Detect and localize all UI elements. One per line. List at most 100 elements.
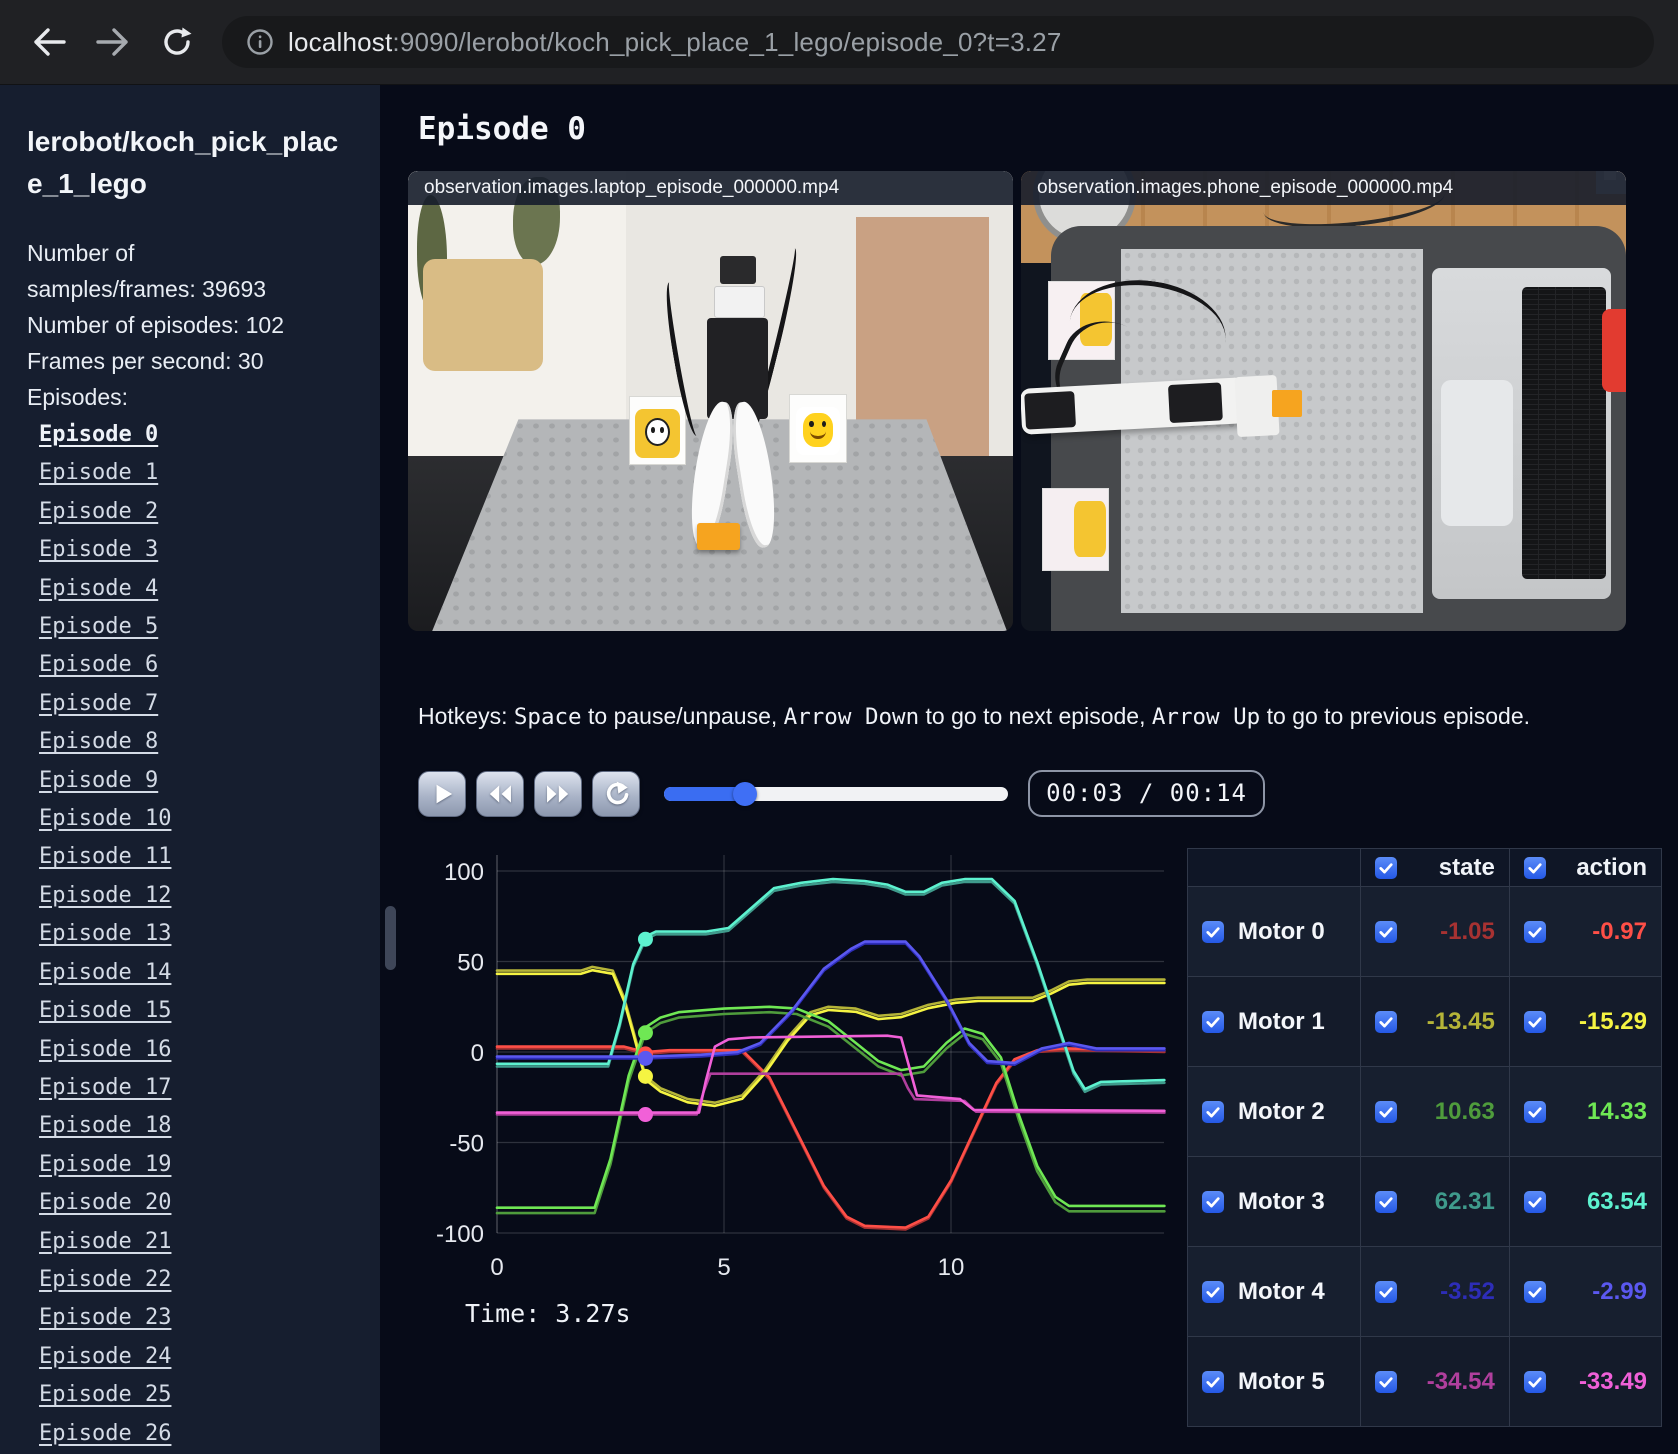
motor-name-cell: Motor 4 — [1187, 1246, 1361, 1337]
sidebar-episode-link[interactable]: Episode 10 — [39, 806, 172, 832]
action-value: -0.97 — [1592, 917, 1647, 945]
sidebar-episode-link[interactable]: Episode 20 — [39, 1190, 172, 1216]
sidebar-episode-link[interactable]: Episode 9 — [39, 767, 159, 793]
sidebar-episode-link[interactable]: Episode 21 — [39, 1228, 172, 1254]
sidebar-episode-link[interactable]: Episode 14 — [39, 959, 172, 985]
checkbox[interactable] — [1374, 920, 1397, 943]
checkbox[interactable] — [1523, 1370, 1546, 1393]
seek-slider-thumb[interactable] — [732, 781, 757, 806]
checkbox[interactable] — [1523, 1100, 1546, 1123]
checkbox[interactable] — [1202, 920, 1224, 943]
checkbox[interactable] — [1523, 1190, 1546, 1213]
play-button[interactable] — [418, 770, 466, 817]
motor-action-cell: -33.49 — [1508, 1336, 1663, 1427]
motor-label: Motor 0 — [1238, 917, 1325, 945]
state-column-checkbox[interactable] — [1374, 856, 1397, 879]
seek-slider[interactable] — [664, 781, 1009, 806]
state-value: -34.54 — [1426, 1367, 1495, 1395]
motor-table: state action Motor 0 -1.05 -0.97 Motor 1 -13… — [1187, 848, 1663, 1427]
scrollbar-thumb[interactable] — [385, 906, 396, 970]
rewind-button[interactable] — [476, 770, 524, 817]
checkbox[interactable] — [1523, 1280, 1546, 1303]
sidebar-episode-link[interactable]: Episode 25 — [39, 1382, 172, 1408]
sidebar-episode-link[interactable]: Episode 1 — [39, 460, 159, 486]
rewind-icon — [489, 784, 511, 803]
motor-label: Motor 5 — [1238, 1367, 1325, 1395]
fast-forward-icon — [547, 784, 569, 803]
loop-button[interactable] — [592, 770, 640, 817]
page-info-icon[interactable] — [246, 28, 274, 56]
checkbox[interactable] — [1374, 1370, 1397, 1393]
sidebar-episode-link[interactable]: Episode 24 — [39, 1343, 172, 1369]
laptop — [1432, 267, 1611, 599]
sidebar-episode-link[interactable]: Episode 17 — [39, 1074, 172, 1100]
checkbox[interactable] — [1374, 1280, 1397, 1303]
action-value: -2.99 — [1592, 1277, 1647, 1305]
checkbox[interactable] — [1202, 1010, 1224, 1033]
sidebar-episode-link[interactable]: Episode 4 — [39, 575, 159, 601]
time-display: 00:03 / 00:14 — [1028, 770, 1265, 817]
sidebar-episode-link[interactable]: Episode 12 — [39, 882, 172, 908]
forward-icon[interactable] — [94, 23, 132, 61]
sidebar-episode-link[interactable]: Episode 19 — [39, 1151, 172, 1177]
sidebar-episode-link[interactable]: Episode 3 — [39, 537, 159, 563]
sidebar-episode-link[interactable]: Episode 18 — [39, 1113, 172, 1139]
hugging-face-box — [789, 394, 847, 464]
checkbox[interactable] — [1523, 1010, 1546, 1033]
person — [408, 171, 626, 466]
stat-line: Number of — [27, 240, 135, 266]
url-text[interactable]: localhost:9090/lerobot/koch_pick_place_1… — [288, 26, 1062, 57]
y-tick-label: -100 — [436, 1221, 484, 1248]
motor-state-cell: -34.54 — [1359, 1336, 1510, 1427]
motor-label: Motor 4 — [1238, 1277, 1325, 1305]
sidebar-episode-link[interactable]: Episode 0 — [39, 422, 159, 447]
sidebar-episode-link[interactable]: Episode 5 — [39, 614, 159, 640]
sidebar-episode-link[interactable]: Episode 16 — [39, 1036, 172, 1062]
action-value: 14.33 — [1586, 1097, 1647, 1125]
sidebar-episode-link[interactable]: Episode 8 — [39, 729, 159, 755]
reload-icon[interactable] — [158, 23, 196, 61]
checkbox[interactable] — [1374, 1010, 1397, 1033]
checkbox[interactable] — [1202, 1100, 1224, 1123]
sidebar-episode-link[interactable]: Episode 7 — [39, 690, 159, 716]
motor-action-cell: -0.97 — [1508, 886, 1663, 977]
action-line — [495, 1045, 1166, 1229]
checkbox[interactable] — [1374, 1100, 1397, 1123]
stat-line: Number of episodes: 102 — [27, 312, 284, 338]
checkbox[interactable] — [1202, 1370, 1224, 1393]
laptop-camera-scene — [408, 171, 1013, 631]
loop-icon — [606, 780, 629, 804]
checkbox[interactable] — [1202, 1280, 1224, 1303]
hotkey-key: Space — [513, 704, 582, 730]
video-phone-camera[interactable]: observation.images.phone_episode_000000.… — [1021, 171, 1626, 631]
action-value: -15.29 — [1578, 1007, 1647, 1035]
checkbox[interactable] — [1202, 1190, 1224, 1213]
sidebar: lerobot/koch_pick_place_1_lego Number of… — [0, 85, 380, 1454]
sidebar-episode-link[interactable]: Episode 6 — [39, 652, 159, 678]
sidebar-episode-link[interactable]: Episode 23 — [39, 1305, 172, 1331]
sidebar-episode-link[interactable]: Episode 22 — [39, 1266, 172, 1292]
action-line — [495, 940, 1166, 1065]
video-laptop-camera[interactable]: observation.images.laptop_episode_000000… — [408, 171, 1013, 631]
checkbox[interactable] — [1523, 920, 1546, 943]
motor-row: Motor 1 -13.45 -15.29 — [1187, 976, 1663, 1067]
motor-state-cell: -3.52 — [1359, 1246, 1510, 1337]
page-title: Episode 0 — [418, 111, 586, 147]
state-value: 10.63 — [1434, 1097, 1495, 1125]
sidebar-episode-link[interactable]: Episode 26 — [39, 1420, 172, 1446]
checkbox[interactable] — [1374, 1190, 1397, 1213]
sidebar-episode-link[interactable]: Episode 2 — [39, 498, 159, 524]
video-caption: observation.images.laptop_episode_000000… — [408, 171, 1013, 205]
action-column-checkbox[interactable] — [1523, 856, 1546, 879]
motor-row: Motor 0 -1.05 -0.97 — [1187, 886, 1663, 977]
motor-table-corner — [1187, 848, 1361, 887]
sidebar-episode-link[interactable]: Episode 15 — [39, 998, 172, 1024]
y-tick-label: 50 — [457, 950, 484, 977]
fast-forward-button[interactable] — [534, 770, 582, 817]
sidebar-episode-link[interactable]: Episode 13 — [39, 921, 172, 947]
back-icon[interactable] — [30, 23, 68, 61]
stat-line: Frames per second: 30 — [27, 348, 264, 374]
sidebar-episode-link[interactable]: Episode 11 — [39, 844, 172, 870]
url-bar[interactable]: localhost:9090/lerobot/koch_pick_place_1… — [222, 16, 1654, 68]
